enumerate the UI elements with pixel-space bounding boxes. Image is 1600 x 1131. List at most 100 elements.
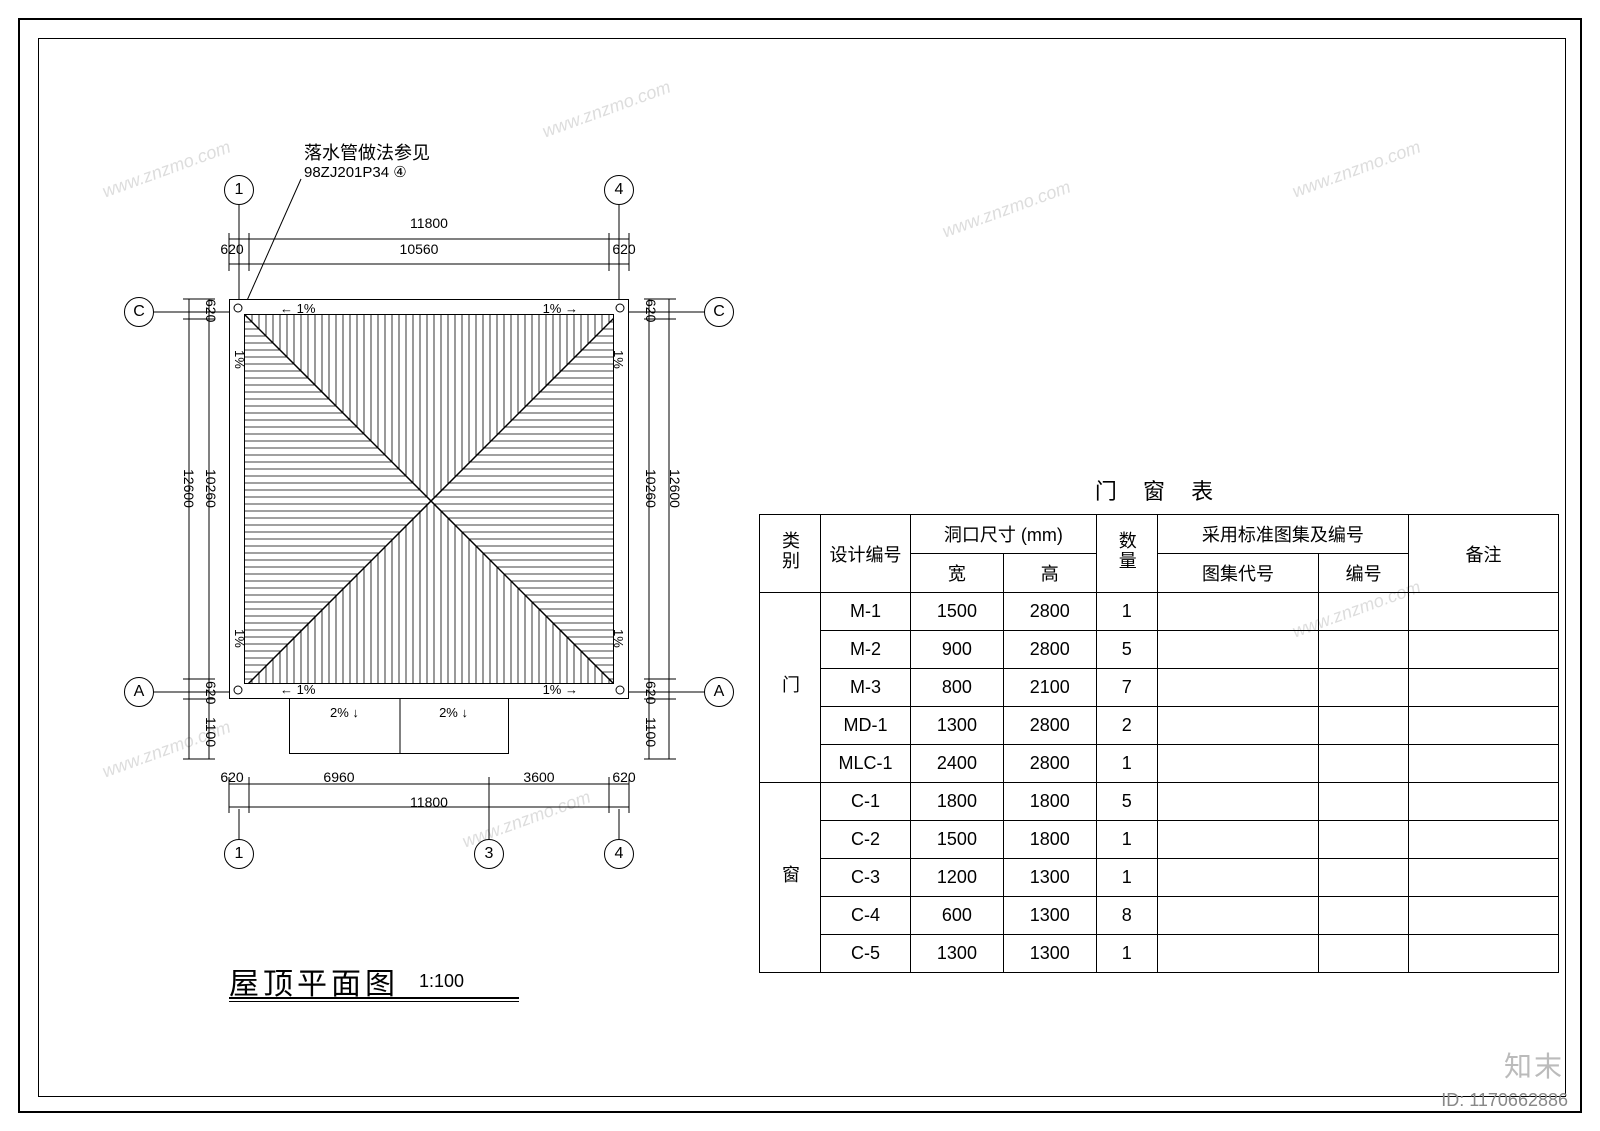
table-row: M-290028005 [760, 631, 1559, 669]
dim-right-1100: 1100 [643, 717, 659, 747]
cell-num [1319, 593, 1409, 631]
cell-h: 1300 [1003, 859, 1096, 897]
cell-note [1409, 669, 1559, 707]
cell-w: 1200 [911, 859, 1004, 897]
cell-h: 2800 [1003, 631, 1096, 669]
table-row: C-460013008 [760, 897, 1559, 935]
dim-left-620a: 620 [203, 299, 219, 322]
cell-w: 1300 [911, 707, 1004, 745]
cell-note [1409, 593, 1559, 631]
cell-id: MD-1 [821, 707, 911, 745]
cell-num [1319, 631, 1409, 669]
cell-w: 1500 [911, 821, 1004, 859]
roof-hatch [244, 314, 614, 684]
col-design-id: 设计编号 [821, 515, 911, 593]
slope-label: 1% → [543, 301, 578, 316]
grid-bubble-A-right: A [704, 677, 734, 707]
cell-std [1157, 745, 1319, 783]
cell-id: C-3 [821, 859, 911, 897]
cell-id: M-3 [821, 669, 911, 707]
table-row: MLC-1240028001 [760, 745, 1559, 783]
cell-h: 2800 [1003, 593, 1096, 631]
cell-num [1319, 859, 1409, 897]
dim-left-main: 10260 [203, 469, 219, 508]
cell-num [1319, 669, 1409, 707]
cell-qty: 1 [1096, 859, 1157, 897]
cell-note [1409, 783, 1559, 821]
slope-label: ← 1% [280, 682, 315, 697]
dim-bot-620b: 620 [604, 769, 644, 785]
cell-note [1409, 821, 1559, 859]
cell-num [1319, 745, 1409, 783]
cell-std [1157, 631, 1319, 669]
cell-qty: 1 [1096, 821, 1157, 859]
cell-qty: 5 [1096, 783, 1157, 821]
cell-num [1319, 707, 1409, 745]
col-qty: 数量 [1114, 531, 1140, 571]
dim-left-total: 12600 [181, 469, 197, 508]
cell-qty: 8 [1096, 897, 1157, 935]
slope-label: 1% [611, 350, 626, 369]
cell-qty: 1 [1096, 593, 1157, 631]
cell-std [1157, 707, 1319, 745]
cell-h: 2100 [1003, 669, 1096, 707]
cell-id: C-1 [821, 783, 911, 821]
cell-w: 600 [911, 897, 1004, 935]
col-std-code: 图集代号 [1157, 554, 1319, 593]
downpipe-note-ref: 98ZJ201P34 ④ [304, 163, 407, 181]
dim-left-1100: 1100 [203, 717, 219, 747]
dim-bot-total: 11800 [389, 794, 469, 810]
cell-std [1157, 859, 1319, 897]
cell-w: 1800 [911, 783, 1004, 821]
slope-label: 2% ↓ [439, 705, 468, 720]
grid-bubble-4-top: 4 [604, 175, 634, 205]
dim-top-mid: 10560 [379, 241, 459, 257]
inner-frame: www.znzmo.com www.znzmo.com www.znzmo.co… [38, 38, 1566, 1097]
cell-num [1319, 897, 1409, 935]
col-standard: 采用标准图集及编号 [1157, 515, 1408, 554]
cell-num [1319, 783, 1409, 821]
cell-id: C-4 [821, 897, 911, 935]
outer-frame: www.znzmo.com www.znzmo.com www.znzmo.co… [18, 18, 1582, 1113]
cell-id: C-2 [821, 821, 911, 859]
cell-w: 2400 [911, 745, 1004, 783]
cell-id: MLC-1 [821, 745, 911, 783]
schedule-table: 类别 设计编号 洞口尺寸 (mm) 数量 采用标准图集及编号 备注 宽 高 图集… [759, 514, 1559, 973]
cell-h: 2800 [1003, 707, 1096, 745]
grid-bubble-C-right: C [704, 297, 734, 327]
col-opening-size: 洞口尺寸 (mm) [911, 515, 1097, 554]
cell-qty: 1 [1096, 745, 1157, 783]
slope-label: 1% → [543, 682, 578, 697]
col-width: 宽 [911, 554, 1004, 593]
dim-bot-6960: 6960 [309, 769, 369, 785]
slope-label: 1% [232, 350, 247, 369]
schedule-title: 门 窗 表 [759, 474, 1559, 506]
slope-label: 1% [232, 629, 247, 648]
cell-note [1409, 631, 1559, 669]
cell-h: 1300 [1003, 935, 1096, 973]
dim-bot-3600: 3600 [509, 769, 569, 785]
cell-w: 1300 [911, 935, 1004, 973]
cell-w: 900 [911, 631, 1004, 669]
roof-hatch-svg [245, 315, 614, 684]
cell-std [1157, 897, 1319, 935]
category-cell: 窗 [760, 783, 821, 973]
dim-right-620a: 620 [643, 299, 659, 322]
dim-top-right: 620 [604, 241, 644, 257]
cell-note [1409, 859, 1559, 897]
grid-bubble-4-bot: 4 [604, 839, 634, 869]
watermark: www.znzmo.com [1289, 137, 1423, 203]
cell-note [1409, 897, 1559, 935]
category-cell: 门 [760, 593, 821, 783]
cell-note [1409, 745, 1559, 783]
cell-id: M-2 [821, 631, 911, 669]
cell-h: 1800 [1003, 783, 1096, 821]
cell-std [1157, 593, 1319, 631]
roof-extension: 2% ↓ 2% ↓ [289, 699, 509, 754]
cell-qty: 1 [1096, 935, 1157, 973]
cell-std [1157, 669, 1319, 707]
cell-num [1319, 821, 1409, 859]
drawing-scale: 1:100 [419, 971, 464, 992]
cell-id: C-5 [821, 935, 911, 973]
dim-right-620b: 620 [643, 681, 659, 704]
